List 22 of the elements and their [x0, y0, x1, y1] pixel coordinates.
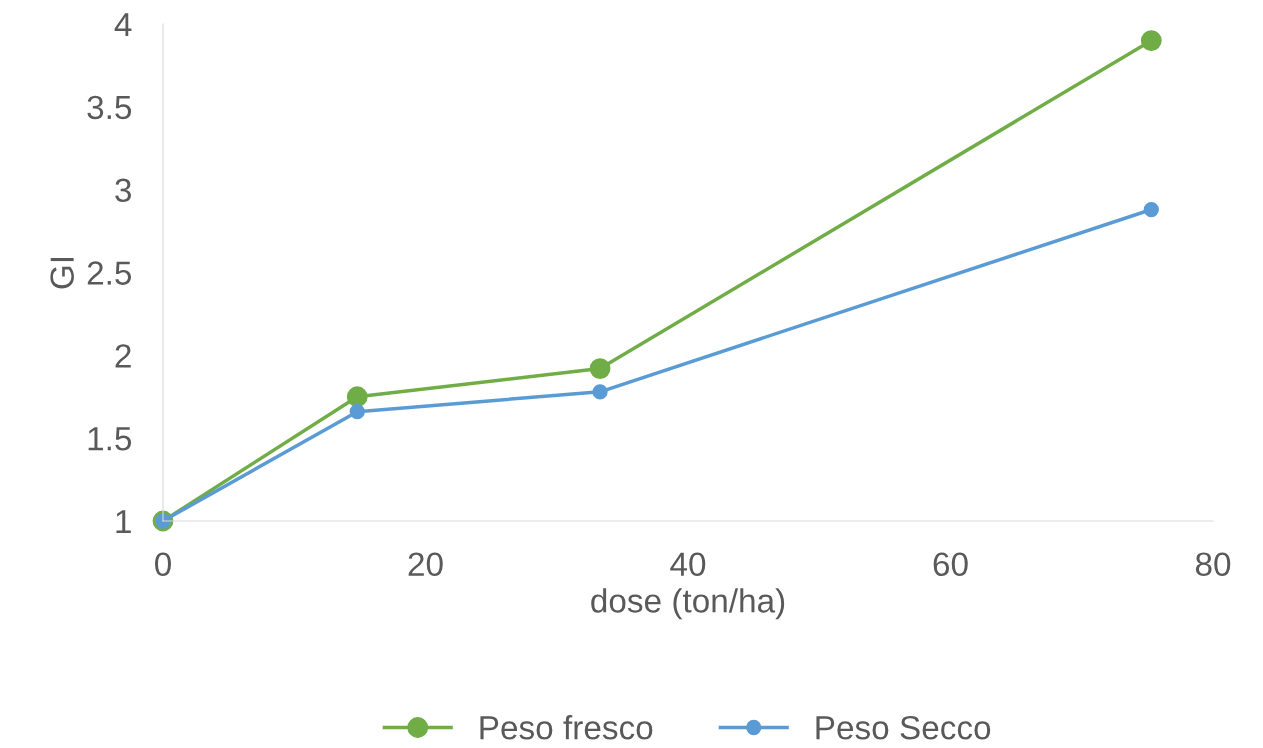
y-tick-label: 3 [115, 178, 131, 203]
y-tick-label: 1 [116, 510, 131, 534]
y-tick-label: 1.5 [88, 427, 132, 451]
y-tick-label: 3.5 [87, 95, 132, 120]
point [1140, 30, 1162, 51]
x-tick-label: 20 [408, 552, 443, 577]
x-tick-label: 60 [933, 552, 968, 577]
y-axis-title: GI [50, 257, 74, 289]
y-tick-label: 4 [114, 13, 132, 37]
legend-label: Peso fresco [480, 715, 653, 740]
x-tick-label: 40 [670, 552, 706, 577]
point [1143, 201, 1159, 218]
x-tick-label: 80 [1195, 552, 1231, 577]
point [589, 358, 611, 380]
point [349, 404, 365, 420]
x-axis-title: dose (ton/ha) [591, 588, 785, 620]
y-tick-label: 2 [115, 344, 131, 368]
x-tick-label: 0 [155, 552, 171, 577]
y-tick-label: 2.5 [87, 261, 132, 285]
point [592, 384, 608, 400]
point [346, 386, 368, 408]
legend-label: Peso Secco [816, 715, 991, 740]
